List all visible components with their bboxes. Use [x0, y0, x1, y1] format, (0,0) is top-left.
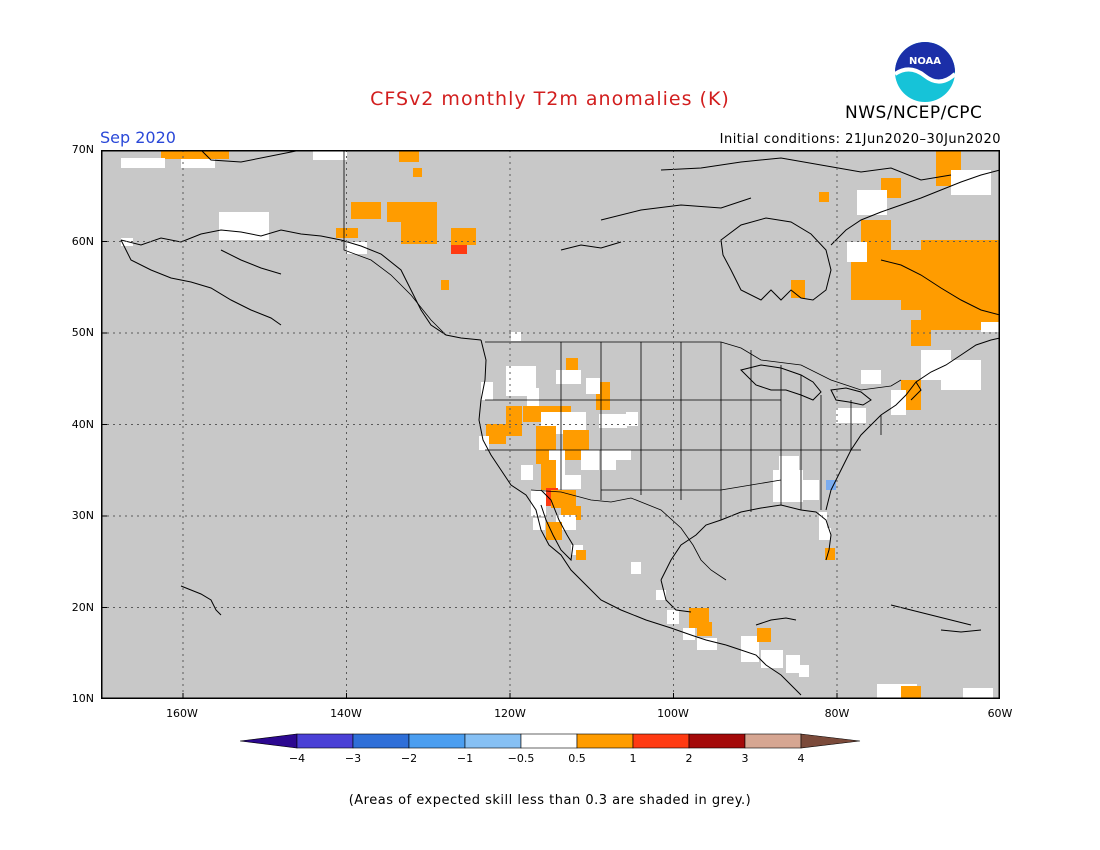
colorbar-swatch — [632, 733, 690, 749]
colorbar-arrow-high — [800, 733, 861, 749]
lat-label: 50N — [71, 326, 94, 339]
anomaly-cells — [121, 150, 1000, 699]
colorbar-swatch — [520, 733, 578, 749]
colorbar-label: 0.5 — [568, 752, 586, 765]
colorbar-label: 2 — [685, 752, 693, 765]
colorbar-arrow-low — [240, 733, 298, 749]
lon-label: 160W — [166, 707, 198, 720]
skill-note: (Areas of expected skill less than 0.3 a… — [348, 793, 752, 808]
lat-label: 10N — [71, 692, 94, 705]
colorbar-swatch — [352, 733, 410, 749]
colorbar-swatch — [744, 733, 802, 749]
axis-ticks — [101, 241, 838, 699]
lon-label: 120W — [494, 707, 526, 720]
lat-label: 60N — [71, 235, 94, 248]
colorbar-label: 3 — [741, 752, 749, 765]
gridlines — [101, 150, 1000, 699]
lon-label: 60W — [987, 707, 1013, 720]
colorbar-swatch — [688, 733, 746, 749]
lat-label: 30N — [71, 509, 94, 522]
lat-label: 20N — [71, 601, 94, 614]
forecast-month: Sep 2020 — [100, 128, 176, 147]
lat-label: 70N — [71, 143, 94, 156]
organization-label: NWS/NCEP/CPC — [845, 103, 983, 123]
colorbar-label: −4 — [288, 752, 306, 765]
lat-label: 40N — [71, 418, 94, 431]
colorbar — [240, 733, 861, 749]
colorbar-label: −0.5 — [507, 752, 535, 765]
anomaly-map — [101, 150, 1000, 699]
political-borders — [343, 150, 902, 581]
colorbar-swatch — [464, 733, 522, 749]
lon-label: 80W — [824, 707, 850, 720]
logo-text: NOAA — [909, 56, 941, 67]
lon-label: 140W — [330, 707, 362, 720]
noaa-logo: NOAA — [893, 42, 957, 102]
colorbar-swatch — [296, 733, 354, 749]
colorbar-label: −1 — [456, 752, 474, 765]
lon-label: 100W — [657, 707, 689, 720]
map-title: CFSv2 monthly T2m anomalies (K) — [370, 88, 730, 110]
coastlines — [120, 150, 1000, 696]
colorbar-label: 1 — [629, 752, 637, 765]
colorbar-label: 4 — [797, 752, 805, 765]
colorbar-swatch — [408, 733, 466, 749]
initial-conditions: Initial conditions: 21Jun2020–30Jun2020 — [719, 132, 1001, 147]
colorbar-label: −3 — [344, 752, 362, 765]
colorbar-label: −2 — [400, 752, 418, 765]
colorbar-swatch — [576, 733, 634, 749]
